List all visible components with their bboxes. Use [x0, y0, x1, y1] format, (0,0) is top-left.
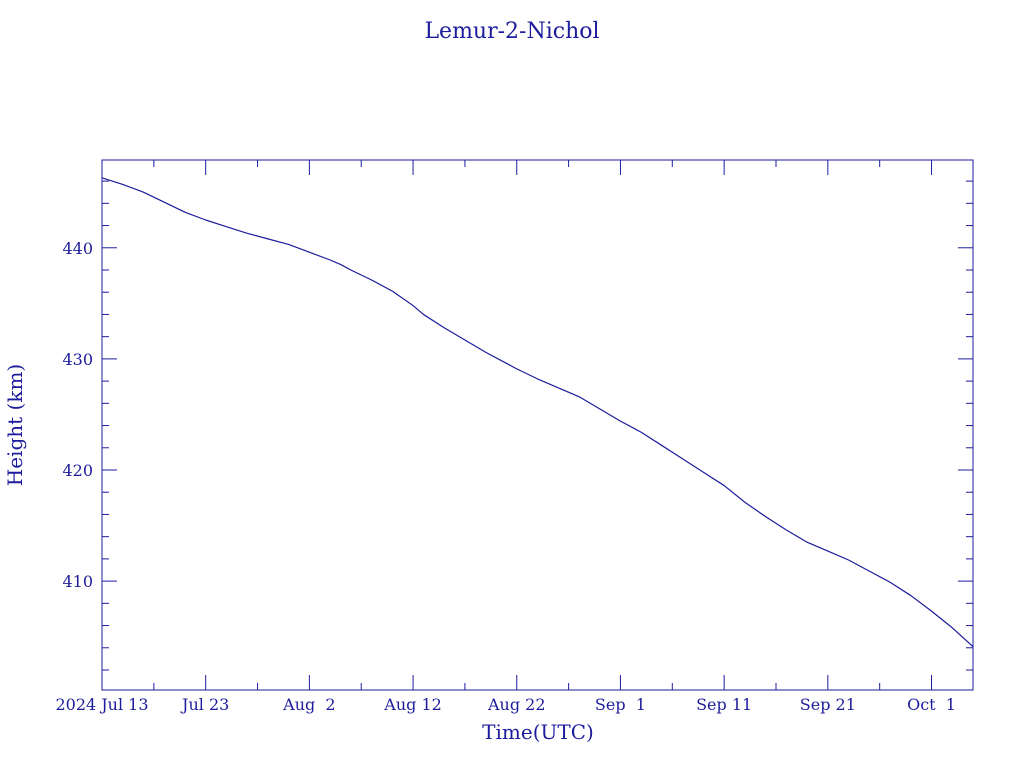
x-tick-label: Jul 23 — [180, 695, 229, 714]
x-tick-label: Sep 1 — [595, 695, 646, 714]
x-tick-label: Oct 1 — [907, 695, 956, 714]
y-tick-label: 410 — [62, 572, 93, 591]
x-tick-label: Aug 12 — [383, 695, 442, 714]
y-axis-label: Height (km) — [3, 364, 27, 486]
x-tick-label: Aug 22 — [487, 695, 546, 714]
x-tick-label: Aug 2 — [282, 695, 335, 714]
x-tick-label: Sep 21 — [800, 695, 856, 714]
chart-title: Lemur-2-Nichol — [424, 19, 599, 44]
x-tick-label: Sep 11 — [696, 695, 752, 714]
plot-frame — [101, 159, 974, 691]
y-tick-label: 430 — [62, 350, 93, 369]
tick-labels: 440 430 420 410 2024 Jul 13 Jul 23 Aug 2 Aug 12… — [55, 239, 956, 714]
height-series-line — [101, 177, 974, 648]
x-tick-label: 2024 Jul 13 — [55, 695, 148, 714]
y-tick-label: 420 — [62, 461, 93, 480]
x-axis-label: Time(UTC) — [482, 720, 594, 744]
y-tick-label: 440 — [62, 239, 93, 258]
